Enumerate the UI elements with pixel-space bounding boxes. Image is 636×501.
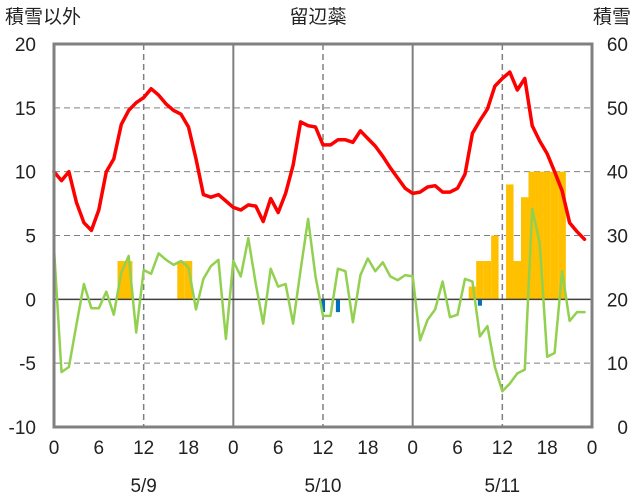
precipitation-bar	[483, 261, 492, 300]
precipitation-bar	[184, 261, 193, 300]
y-left-tick-label: 10	[15, 163, 36, 184]
x-tick-label: 12	[312, 438, 333, 459]
negative-bar	[320, 299, 326, 313]
grid	[54, 44, 592, 427]
x-tick-label: 18	[537, 438, 558, 459]
x-tick-label: 12	[133, 438, 154, 459]
chart-title: 留辺蘂	[289, 6, 346, 28]
y-left-tick-label: 0	[25, 290, 36, 311]
dewpoint-line	[52, 207, 586, 393]
y-right-tick-label: 0	[617, 418, 628, 439]
date-label: 5/11	[485, 476, 521, 497]
precipitation-bar	[528, 171, 536, 300]
y-left-tick-label: 20	[15, 35, 36, 56]
precipitation-bar	[117, 261, 125, 300]
precipitation-bar	[506, 184, 514, 300]
y-left-tick-label: 15	[15, 99, 36, 120]
precipitation-bars	[117, 171, 566, 313]
date-label: 5/9	[130, 476, 156, 497]
y-right-tick-label: 50	[607, 99, 628, 120]
x-tick-label: 6	[94, 438, 105, 459]
left-axis-label: 積雪以外	[5, 6, 81, 28]
precipitation-bar	[543, 171, 551, 300]
x-tick-label: 0	[407, 438, 418, 459]
negative-bar	[477, 299, 482, 306]
x-tick-label: 18	[357, 438, 378, 459]
precipitation-bar	[124, 261, 133, 300]
plot-frame	[52, 42, 594, 429]
x-tick-label: 6	[273, 438, 284, 459]
x-tick-label: 0	[228, 438, 239, 459]
precipitation-bar	[476, 261, 484, 300]
precipitation-bar	[491, 235, 499, 300]
precipitation-bar	[521, 197, 529, 300]
y-right-tick-label: 30	[607, 227, 628, 248]
y-left-tick-label: -10	[9, 418, 36, 439]
negative-bar	[335, 299, 340, 313]
y-left-tick-label: 5	[25, 227, 36, 248]
y-right-tick-label: 20	[607, 290, 628, 311]
precipitation-bar	[468, 286, 477, 300]
x-tick-label: 18	[178, 438, 199, 459]
precipitation-bar	[513, 261, 522, 300]
y-right-tick-label: 40	[607, 163, 628, 184]
precipitation-bar	[535, 171, 544, 300]
x-tick-label: 6	[452, 438, 463, 459]
precipitation-bar	[558, 171, 566, 300]
x-tick-label: 12	[492, 438, 513, 459]
x-tick-label: 0	[587, 438, 598, 459]
precipitation-bar	[550, 171, 559, 300]
temperature-line	[52, 70, 587, 242]
precipitation-bar	[177, 261, 185, 300]
x-tick-label: 0	[49, 438, 60, 459]
right-axis-label: 積雪	[593, 6, 631, 28]
y-right-tick-label: 60	[607, 35, 628, 56]
y-right-tick-label: 10	[607, 354, 628, 375]
y-left-tick-label: -5	[19, 354, 36, 375]
date-label: 5/10	[305, 476, 342, 497]
